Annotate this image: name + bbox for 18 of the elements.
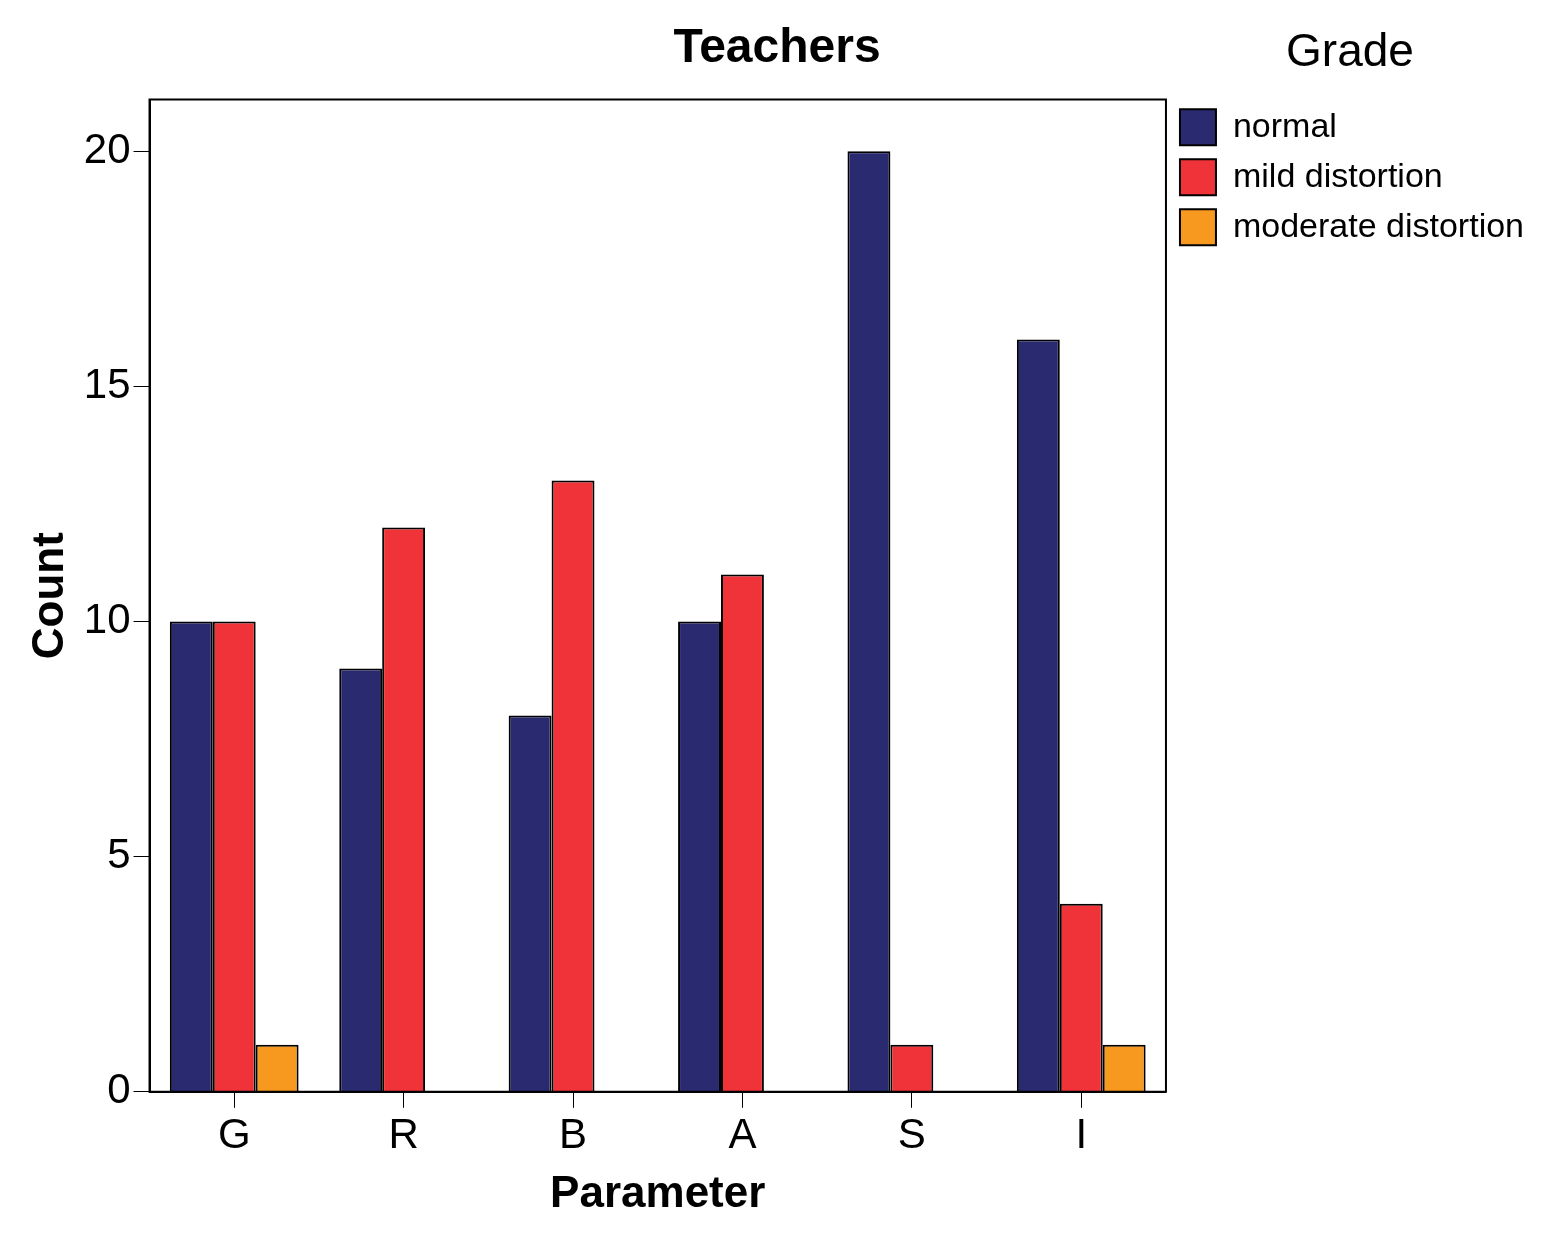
x-tick-label: B	[559, 1109, 588, 1157]
legend-label: moderate distortion	[1232, 205, 1524, 244]
y-tick-label: 5	[107, 830, 131, 878]
y-axis-title: Count	[22, 531, 72, 660]
x-tick-label: S	[897, 1109, 926, 1157]
x-axis-title: Parameter	[550, 1166, 766, 1216]
legend-label: mild distortion	[1232, 155, 1443, 194]
x-tick-label: I	[1075, 1109, 1088, 1157]
legend-title: Grade	[1286, 23, 1414, 76]
chart-title: Teachers	[673, 19, 881, 73]
y-tick-label: 20	[83, 124, 131, 172]
x-tick-label: A	[728, 1109, 757, 1157]
x-tick-label: R	[388, 1109, 419, 1157]
legend-label: normal	[1232, 105, 1337, 144]
y-tick-label: 15	[83, 360, 131, 408]
y-tick-label: 0	[107, 1065, 131, 1113]
y-tick-label: 10	[83, 595, 131, 643]
x-tick-label: G	[217, 1109, 251, 1157]
